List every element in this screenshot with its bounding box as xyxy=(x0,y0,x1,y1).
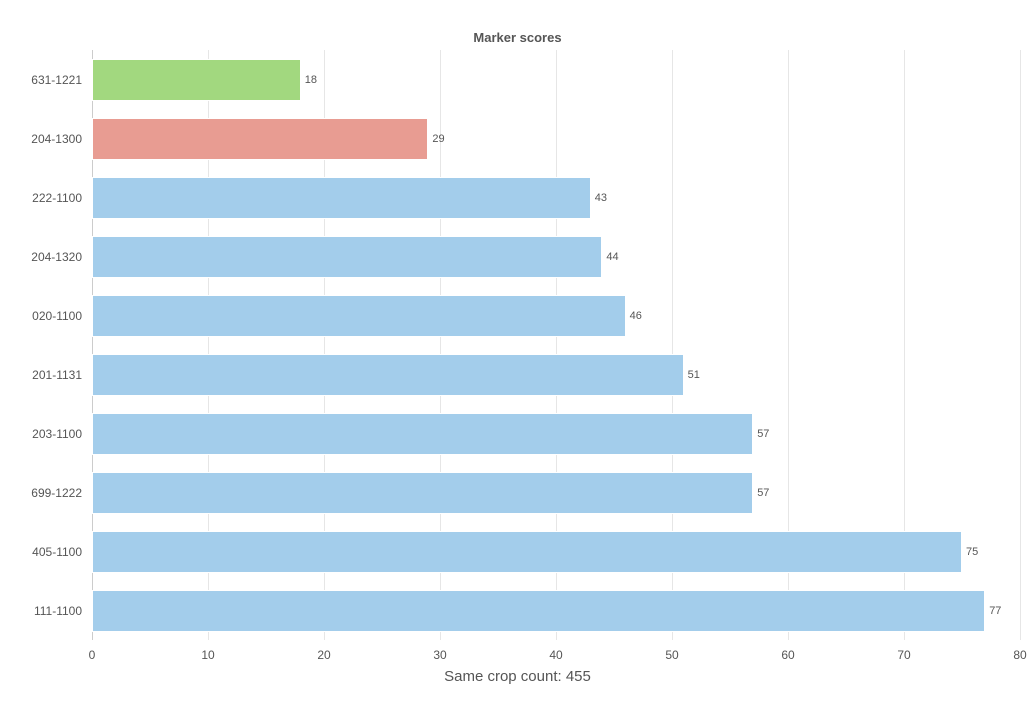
y-tick-label: 204-1300 xyxy=(31,132,82,146)
bar xyxy=(92,59,301,101)
bar xyxy=(92,590,985,632)
bar-value-label: 57 xyxy=(757,487,769,499)
bar-value-label: 77 xyxy=(989,605,1001,617)
bar xyxy=(92,354,684,396)
x-gridline xyxy=(1020,50,1021,640)
x-tick-label: 70 xyxy=(897,648,910,662)
bar xyxy=(92,118,428,160)
bar xyxy=(92,531,962,573)
bar-value-label: 44 xyxy=(606,251,618,263)
chart-title: Marker scores xyxy=(0,30,1035,45)
x-tick-label: 0 xyxy=(89,648,96,662)
bar xyxy=(92,295,626,337)
plot-area: 18 29 43 44 46 51 57 57 75 77 xyxy=(92,50,1020,640)
x-axis-caption: Same crop count: 455 xyxy=(0,668,1035,685)
bar-value-label: 43 xyxy=(595,192,607,204)
x-tick-label: 10 xyxy=(201,648,214,662)
bar xyxy=(92,413,753,455)
bar xyxy=(92,177,591,219)
bar-value-label: 75 xyxy=(966,546,978,558)
y-tick-label: 201-1131 xyxy=(32,368,82,382)
bar-value-label: 29 xyxy=(432,133,444,145)
x-tick-label: 80 xyxy=(1013,648,1026,662)
bar xyxy=(92,472,753,514)
x-tick-label: 50 xyxy=(665,648,678,662)
bar-value-label: 51 xyxy=(688,369,700,381)
x-tick-label: 20 xyxy=(317,648,330,662)
x-tick-label: 60 xyxy=(781,648,794,662)
y-tick-label: 631-1221 xyxy=(31,73,82,87)
bar-value-label: 57 xyxy=(757,428,769,440)
y-tick-label: 111-1100 xyxy=(34,604,82,618)
y-tick-label: 204-1320 xyxy=(31,250,82,264)
x-tick-label: 40 xyxy=(549,648,562,662)
y-tick-label: 020-1100 xyxy=(32,309,82,323)
bar-value-label: 46 xyxy=(630,310,642,322)
y-tick-label: 203-1100 xyxy=(32,427,82,441)
y-tick-label: 699-1222 xyxy=(31,486,82,500)
bar xyxy=(92,236,602,278)
y-tick-label: 405-1100 xyxy=(32,545,82,559)
bar-value-label: 18 xyxy=(305,74,317,86)
y-tick-label: 222-1100 xyxy=(32,191,82,205)
x-tick-label: 30 xyxy=(433,648,446,662)
